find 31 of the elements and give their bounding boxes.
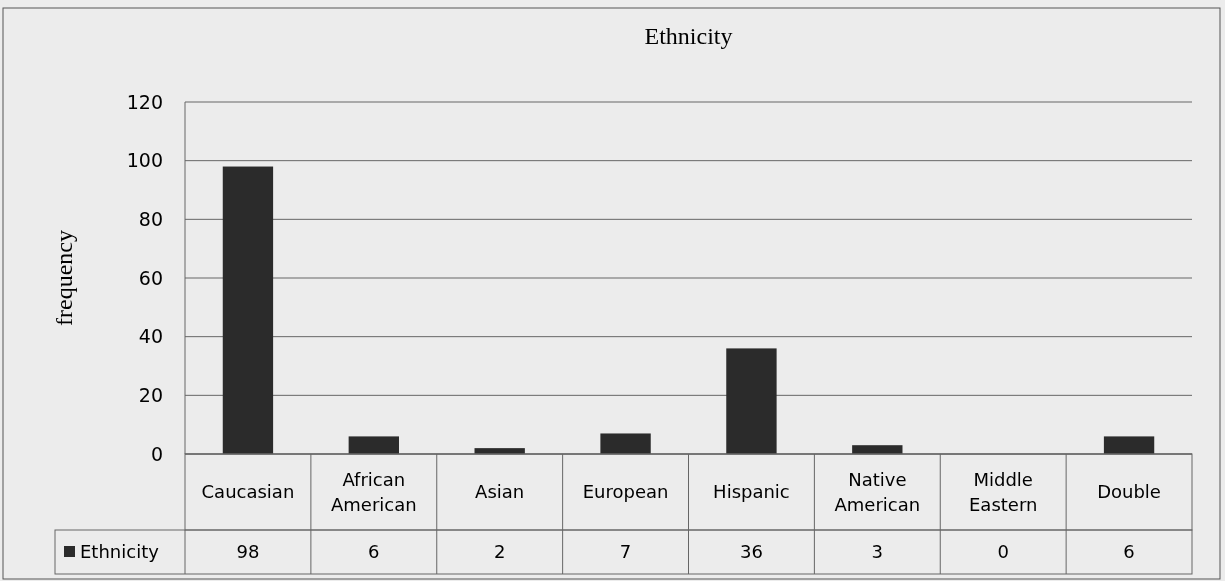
data-label: 36 <box>739 541 763 563</box>
data-label: 2 <box>493 541 506 563</box>
x-tick-label: Native American <box>834 469 921 516</box>
data-label: 6 <box>1123 541 1135 563</box>
legend-label: Ethnicity <box>80 541 160 563</box>
y-tick-label: 40 <box>138 325 163 348</box>
y-tick-label: 0 <box>150 442 163 465</box>
data-label: 98 <box>236 541 260 563</box>
bar <box>600 433 651 454</box>
x-tick-label: Middle Eastern <box>968 469 1038 516</box>
y-tick-label: 20 <box>138 383 163 406</box>
y-tick-label: 120 <box>126 90 163 113</box>
bar <box>222 166 274 454</box>
chart-title: Ethnicity <box>644 23 733 49</box>
bar <box>726 348 777 454</box>
data-label: 6 <box>368 541 380 563</box>
data-label: 0 <box>997 541 1009 563</box>
y-axis-title: frequency <box>51 230 77 326</box>
x-tick-label: Double <box>1097 481 1161 503</box>
data-label: 7 <box>619 541 632 563</box>
x-tick-label: Caucasian <box>201 481 295 503</box>
y-tick-label: 80 <box>138 207 163 230</box>
bar <box>1103 436 1155 454</box>
x-tick-label: European <box>582 481 669 503</box>
x-tick-label: Hispanic <box>713 481 790 503</box>
x-tick-label: Asian <box>475 481 525 503</box>
y-tick-label: 60 <box>138 266 163 289</box>
y-tick-label: 100 <box>126 149 163 172</box>
bar <box>348 436 399 454</box>
data-label: 3 <box>871 541 884 563</box>
x-tick-label: African American <box>330 469 417 516</box>
